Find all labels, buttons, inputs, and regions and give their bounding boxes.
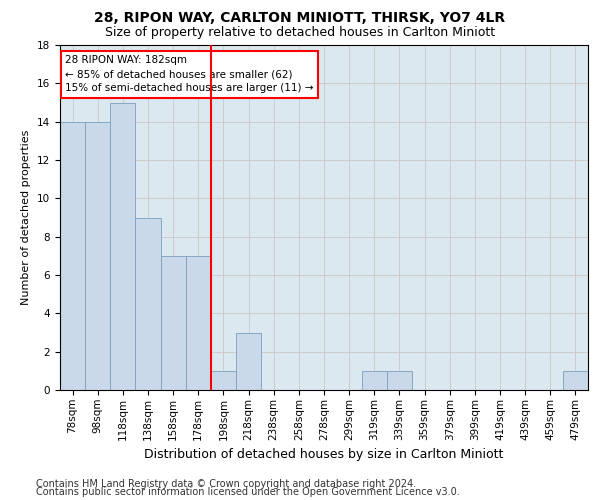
Bar bbox=[211, 371, 236, 390]
Bar bbox=[563, 371, 588, 390]
Bar bbox=[110, 102, 136, 390]
Text: 28 RIPON WAY: 182sqm
← 85% of detached houses are smaller (62)
15% of semi-detac: 28 RIPON WAY: 182sqm ← 85% of detached h… bbox=[65, 56, 314, 94]
Text: Size of property relative to detached houses in Carlton Miniott: Size of property relative to detached ho… bbox=[105, 26, 495, 39]
Bar bbox=[362, 371, 387, 390]
Bar bbox=[85, 122, 110, 390]
Bar bbox=[136, 218, 161, 390]
Bar bbox=[161, 256, 186, 390]
Text: Contains public sector information licensed under the Open Government Licence v3: Contains public sector information licen… bbox=[36, 487, 460, 497]
Bar bbox=[236, 332, 261, 390]
Bar bbox=[60, 122, 85, 390]
Text: Contains HM Land Registry data © Crown copyright and database right 2024.: Contains HM Land Registry data © Crown c… bbox=[36, 479, 416, 489]
X-axis label: Distribution of detached houses by size in Carlton Miniott: Distribution of detached houses by size … bbox=[145, 448, 503, 461]
Y-axis label: Number of detached properties: Number of detached properties bbox=[22, 130, 31, 305]
Text: 28, RIPON WAY, CARLTON MINIOTT, THIRSK, YO7 4LR: 28, RIPON WAY, CARLTON MINIOTT, THIRSK, … bbox=[94, 11, 506, 25]
Bar bbox=[186, 256, 211, 390]
Bar bbox=[387, 371, 412, 390]
